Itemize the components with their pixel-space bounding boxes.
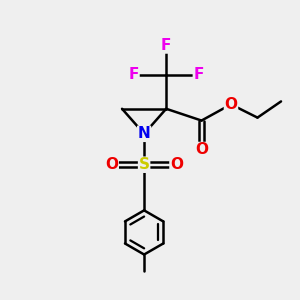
Text: S: S [139,157,150,172]
Text: N: N [138,126,151,141]
Text: O: O [195,142,208,158]
Text: O: O [224,97,238,112]
Text: F: F [161,38,171,53]
Text: F: F [129,68,139,82]
Text: F: F [194,68,204,82]
Text: O: O [170,157,183,172]
Text: O: O [105,157,118,172]
